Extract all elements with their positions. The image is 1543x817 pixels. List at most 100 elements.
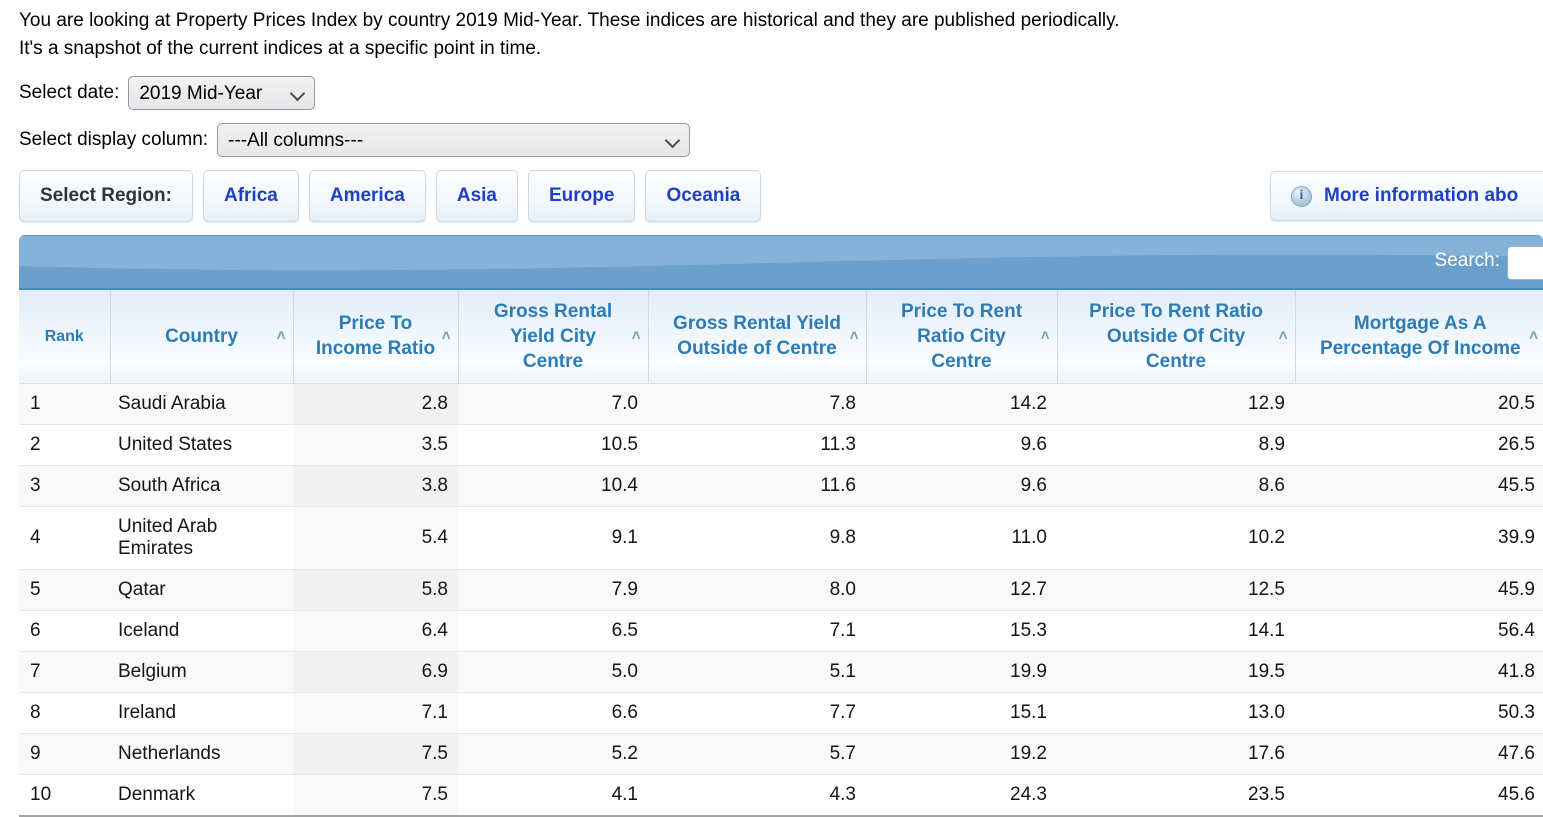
value-cell: 11.0: [866, 505, 1057, 569]
value-cell: 9.8: [648, 505, 866, 569]
select-region-label: Select Region:: [19, 170, 193, 222]
value-cell: 4.3: [648, 773, 866, 817]
country-cell: United States: [110, 423, 293, 465]
value-cell: 45.5: [1295, 464, 1543, 506]
region-button-america[interactable]: America: [308, 170, 426, 222]
value-cell: 2.8: [293, 383, 458, 424]
value-cell: 7.8: [648, 383, 866, 424]
sort-asc-icon: ˄: [1040, 327, 1050, 345]
value-cell: 7.9: [458, 568, 648, 610]
value-cell: 6.4: [293, 609, 458, 651]
column-header-label: Rank: [44, 327, 84, 345]
search-input[interactable]: [1507, 246, 1543, 280]
wave-decoration: [19, 236, 1543, 271]
rank-cell: 1: [19, 383, 110, 424]
column-header-gross-rental-yield-city-centre[interactable]: Gross Rental Yield City Centre ˄: [458, 290, 649, 384]
value-cell: 8.6: [1057, 464, 1295, 506]
search-label: Search:: [1434, 250, 1500, 271]
value-cell: 5.8: [293, 568, 458, 610]
table-row: 5 Qatar 5.8 7.9 8.0 12.7 12.5 45.9: [19, 568, 1543, 610]
value-cell: 20.5: [1295, 383, 1543, 424]
value-cell: 5.4: [293, 505, 458, 569]
value-cell: 23.5: [1057, 773, 1295, 817]
region-button-asia[interactable]: Asia: [435, 170, 518, 222]
value-cell: 7.5: [293, 732, 458, 774]
sort-asc-icon: ˄: [276, 327, 286, 345]
region-button-oceania[interactable]: Oceania: [645, 170, 762, 222]
more-information-label: More information abo: [1324, 185, 1519, 206]
sort-asc-icon: ˄: [1278, 327, 1288, 345]
table-row: 7 Belgium 6.9 5.0 5.1 19.9 19.5 41.8: [19, 650, 1543, 692]
value-cell: 19.5: [1057, 650, 1295, 692]
value-cell: 7.7: [648, 691, 866, 733]
column-select-wrap: ---All columns---: [217, 123, 691, 157]
column-header-price-to-rent-ratio-outside-of-city-centre[interactable]: Price To Rent Ratio Outside Of City Cent…: [1057, 290, 1296, 384]
more-information-button[interactable]: i More information abo: [1270, 171, 1543, 221]
value-cell: 15.1: [866, 691, 1057, 733]
column-header-label: Price To Rent Ratio Outside Of City Cent…: [1089, 300, 1263, 372]
value-cell: 17.6: [1057, 732, 1295, 774]
region-button-europe[interactable]: Europe: [527, 170, 636, 222]
rank-cell: 8: [19, 691, 110, 733]
date-filter-row: Select date: 2019 Mid-Year: [19, 76, 1543, 110]
value-cell: 12.7: [866, 568, 1057, 610]
value-cell: 45.9: [1295, 568, 1543, 610]
info-icon: i: [1291, 185, 1312, 207]
value-cell: 7.1: [293, 691, 458, 733]
value-cell: 47.6: [1295, 732, 1543, 774]
column-header-label: Country: [165, 325, 238, 347]
rank-cell: 7: [19, 650, 110, 692]
value-cell: 6.6: [458, 691, 648, 733]
table-row: 2 United States 3.5 10.5 11.3 9.6 8.9 26.5: [19, 423, 1543, 465]
value-cell: 8.0: [648, 568, 866, 610]
value-cell: 5.2: [458, 732, 648, 774]
country-cell: Qatar: [110, 568, 293, 610]
column-select[interactable]: ---All columns---: [217, 123, 691, 157]
region-button-africa[interactable]: Africa: [202, 170, 299, 222]
table-row: 4 United Arab Emirates 5.4 9.1 9.8 11.0 10.2 39…: [19, 505, 1543, 569]
value-cell: 7.1: [648, 609, 866, 651]
value-cell: 11.6: [648, 464, 866, 506]
table-row: 1 Saudi Arabia 2.8 7.0 7.8 14.2 12.9 20.5: [19, 383, 1543, 424]
value-cell: 12.5: [1057, 568, 1295, 610]
column-header-rank: Rank: [19, 290, 111, 384]
country-cell: South Africa: [110, 464, 293, 506]
description-line-1: You are looking at Property Prices Index…: [19, 10, 1120, 31]
value-cell: 9.6: [866, 423, 1057, 465]
column-header-gross-rental-yield-outside-of-centre[interactable]: Gross Rental Yield Outside of Centre ˄: [648, 290, 867, 384]
sort-asc-icon: ˄: [849, 327, 859, 345]
column-header-price-to-rent-ratio-city-centre[interactable]: Price To Rent Ratio City Centre ˄: [866, 290, 1058, 384]
value-cell: 13.0: [1057, 691, 1295, 733]
sort-asc-icon: ˄: [1529, 327, 1538, 345]
value-cell: 15.3: [866, 609, 1057, 651]
country-cell: Iceland: [110, 609, 293, 651]
column-header-country[interactable]: Country ˄: [110, 290, 294, 384]
column-filter-row: Select display column: ---All columns---: [19, 123, 1543, 157]
column-header-label: Gross Rental Yield Outside of Centre: [673, 313, 841, 360]
date-select-wrap: 2019 Mid-Year: [128, 76, 316, 110]
column-header-label: Mortgage As A Percentage Of Income: [1319, 313, 1521, 360]
rank-cell: 6: [19, 609, 110, 651]
value-cell: 14.1: [1057, 609, 1295, 651]
value-cell: 45.6: [1295, 773, 1543, 817]
sort-asc-icon: ˄: [441, 327, 451, 345]
property-prices-table: Rank Country ˄ Price To Income Ratio ˄ Gross …: [19, 290, 1543, 817]
column-select-label: Select display column:: [19, 129, 209, 150]
value-cell: 50.3: [1295, 691, 1543, 733]
table-row: 8 Ireland 7.1 6.6 7.7 15.1 13.0 50.3: [19, 691, 1543, 733]
sort-asc-icon: ˄: [631, 327, 641, 345]
value-cell: 5.1: [648, 650, 866, 692]
value-cell: 19.9: [866, 650, 1057, 692]
value-cell: 8.9: [1057, 423, 1295, 465]
value-cell: 39.9: [1295, 505, 1543, 569]
column-header-label: Price To Income Ratio: [315, 313, 436, 360]
value-cell: 9.6: [866, 464, 1057, 506]
value-cell: 6.9: [293, 650, 458, 692]
column-header-mortgage-as-a-percentage-of-income[interactable]: Mortgage As A Percentage Of Income ˄: [1295, 290, 1543, 384]
country-cell: Saudi Arabia: [110, 383, 293, 424]
value-cell: 5.7: [648, 732, 866, 774]
date-select[interactable]: 2019 Mid-Year: [128, 76, 316, 110]
column-header-price-to-income-ratio[interactable]: Price To Income Ratio ˄: [293, 290, 459, 384]
country-cell: Belgium: [110, 650, 293, 692]
table-header-row: Rank Country ˄ Price To Income Ratio ˄ Gross …: [19, 290, 1543, 384]
